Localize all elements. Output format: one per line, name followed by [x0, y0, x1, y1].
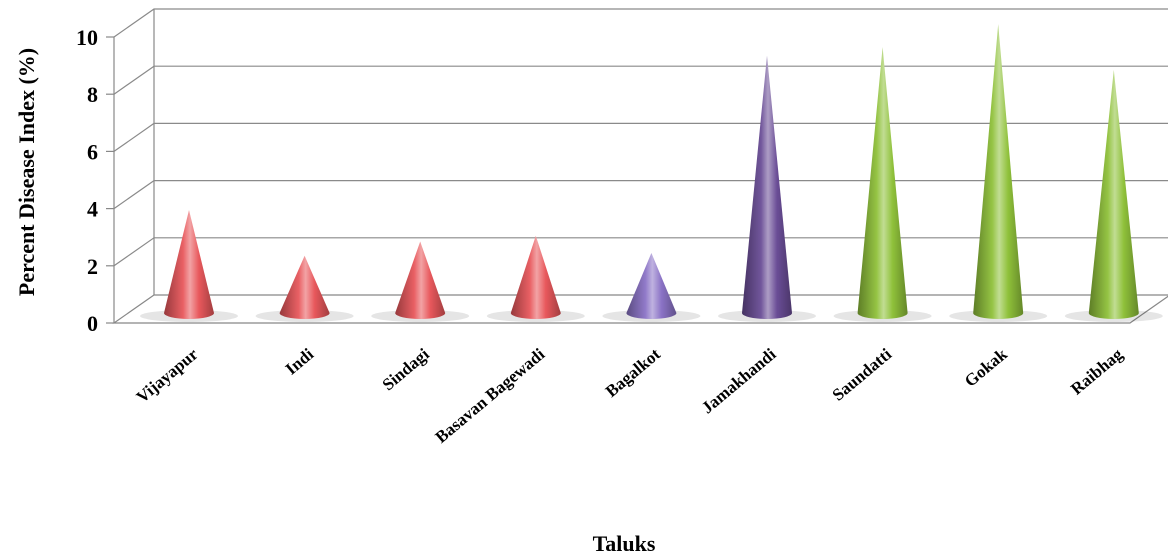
- x-category-label: Jamakhandi: [698, 344, 780, 417]
- x-category-label: Sindagi: [379, 344, 433, 394]
- x-category-label: Indi: [282, 344, 318, 378]
- gridline: [114, 123, 1168, 151]
- cone-5: [602, 253, 700, 322]
- cone-1: [140, 210, 238, 322]
- cones: [140, 24, 1163, 322]
- cone-body: [858, 47, 908, 319]
- cone-4: [487, 236, 585, 322]
- y-tick-labels: 0 2 4 6 8 10: [76, 25, 114, 336]
- x-category-label: Raibhag: [1067, 344, 1127, 398]
- x-category-label: Saundatti: [829, 344, 896, 404]
- x-category-label: Vijayapur: [133, 344, 202, 406]
- cone-7: [834, 47, 932, 322]
- cone-2: [256, 256, 354, 322]
- gridline: [114, 66, 1168, 94]
- cone-9: [1065, 70, 1163, 322]
- x-category-label: Bagalkot: [602, 344, 664, 401]
- cone-body: [395, 242, 445, 320]
- cone-body: [280, 256, 330, 319]
- gridline: [114, 9, 1168, 37]
- cone-3: [371, 242, 469, 323]
- y-tick-label: 2: [87, 254, 98, 279]
- x-category-label: Basavan Bagewadi: [432, 344, 549, 446]
- cone-body: [626, 253, 676, 319]
- cone-8: [949, 24, 1047, 322]
- cone-body: [742, 56, 792, 319]
- cone-body: [164, 210, 214, 319]
- y-tick-label: 0: [87, 311, 98, 336]
- cone-body: [973, 24, 1023, 319]
- x-category-label: Gokak: [961, 344, 1011, 390]
- cone-body: [1089, 70, 1139, 319]
- y-tick-label: 10: [76, 25, 98, 50]
- y-tick-label: 8: [87, 82, 98, 107]
- y-tick-label: 4: [87, 197, 98, 222]
- y-axis-title: Percent Disease Index (%): [14, 48, 39, 296]
- cone-body: [511, 236, 561, 319]
- cone-6: [718, 56, 816, 322]
- y-tick-label: 6: [87, 139, 98, 164]
- x-axis-title: Taluks: [593, 531, 656, 556]
